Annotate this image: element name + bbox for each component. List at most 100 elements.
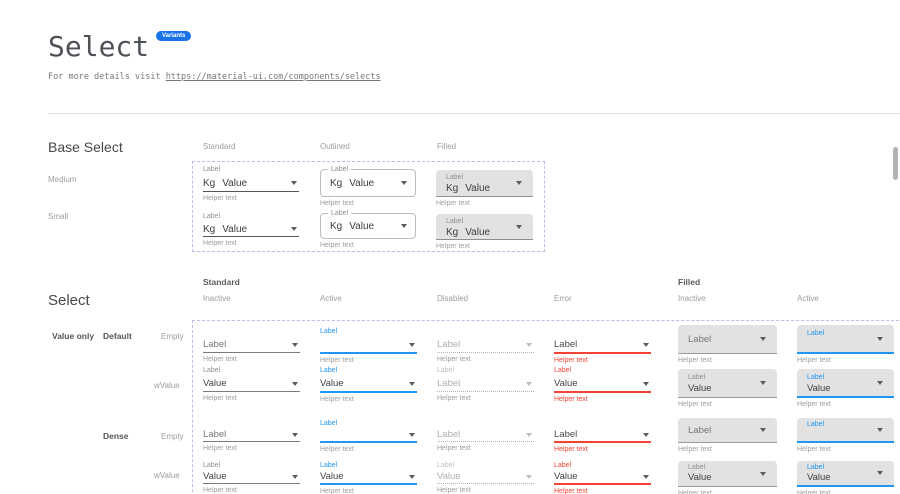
- select-control[interactable]: Value: [320, 376, 417, 391]
- select-control[interactable]: [320, 337, 417, 352]
- select-control[interactable]: Label Kg Value: [320, 209, 416, 239]
- docs-link[interactable]: https://material-ui.com/components/selec…: [165, 72, 381, 82]
- select-cell: Label Helper text: [203, 326, 300, 363]
- select-cell: Label Helper text: [320, 326, 417, 364]
- unit-adornment: Kg: [446, 227, 459, 238]
- select-control[interactable]: Value: [203, 470, 300, 483]
- helper-text: Helper text: [320, 200, 354, 207]
- select-control[interactable]: Label Kg Value: [436, 170, 533, 197]
- select-control[interactable]: Label Value: [678, 461, 777, 487]
- base-select-standard: Label Kg Value Helper text: [203, 211, 299, 247]
- select-underline: [203, 483, 300, 484]
- select-control[interactable]: Value: [320, 470, 417, 483]
- dropdown-arrow-icon: [643, 432, 649, 437]
- select-cell: Label Value Helper text: [203, 461, 300, 494]
- select-control[interactable]: Value: [203, 376, 300, 391]
- select-value: Value: [203, 471, 227, 482]
- dropdown-arrow-icon: [409, 474, 415, 479]
- dropdown-arrow-icon: [526, 381, 532, 386]
- select-control[interactable]: Kg Value: [203, 222, 299, 236]
- select-control[interactable]: Label: [203, 337, 300, 352]
- select-value-row: Value: [688, 383, 755, 394]
- row-value-only: Value only: [52, 331, 95, 341]
- helper-text: Helper text: [320, 488, 354, 494]
- scrollbar-thumb[interactable]: [893, 147, 898, 180]
- dropdown-arrow-icon: [401, 181, 407, 185]
- select-control[interactable]: Label Value: [797, 369, 894, 398]
- select-value: Value: [222, 177, 248, 189]
- helper-text: Helper text: [678, 401, 712, 408]
- dropdown-arrow-icon: [760, 471, 766, 476]
- select-control[interactable]: Label: [437, 428, 534, 441]
- dropdown-arrow-icon: [643, 342, 649, 347]
- select-cell: Label Helper text: [320, 419, 417, 453]
- select-control[interactable]: [320, 428, 417, 441]
- select-control[interactable]: Label: [678, 325, 777, 354]
- select-floating-label: Label: [203, 213, 221, 220]
- select-control[interactable]: Label Value: [678, 369, 777, 398]
- dropdown-arrow-icon: [760, 337, 766, 341]
- subtitle: For more details visit https://material-…: [48, 72, 381, 82]
- select-control[interactable]: Value: [554, 470, 651, 483]
- base-col-standard: Standard: [203, 142, 236, 151]
- select-value: Label: [203, 429, 227, 440]
- select-floating-label: [437, 326, 534, 337]
- variants-badge: Variants: [156, 31, 192, 41]
- select-control[interactable]: Kg Value: [203, 175, 299, 191]
- select-cell: Label Helper text: [203, 419, 300, 452]
- select-value: Value: [688, 472, 712, 483]
- select-control[interactable]: Label: [678, 418, 777, 443]
- helper-text: Helper text: [203, 240, 237, 247]
- helper-text: Helper text: [678, 446, 712, 453]
- select-cell: Label Value Helper text: [554, 365, 651, 403]
- helper-text: Helper text: [320, 396, 354, 403]
- dropdown-arrow-icon: [643, 474, 649, 479]
- dropdown-arrow-icon: [292, 474, 298, 479]
- dropdown-arrow-icon: [760, 428, 766, 432]
- helper-text: Helper text: [437, 356, 471, 363]
- dropdown-arrow-icon: [401, 224, 407, 228]
- select-control[interactable]: Label: [797, 418, 894, 443]
- select-floating-label: Label: [320, 367, 338, 374]
- select-control[interactable]: Value: [437, 470, 534, 483]
- select-value-row: Label: [688, 425, 755, 436]
- select-floating-label: Label: [807, 421, 825, 428]
- dropdown-arrow-icon: [409, 381, 415, 386]
- dropdown-arrow-icon: [291, 181, 297, 185]
- select-control[interactable]: Label Kg Value: [320, 165, 416, 197]
- select-control[interactable]: Label Kg Value: [436, 214, 533, 240]
- select-control[interactable]: Label: [203, 428, 300, 441]
- select-control[interactable]: Label: [437, 376, 534, 391]
- select-value: Value: [688, 383, 712, 394]
- select-underline: [437, 391, 534, 392]
- helper-text: Helper text: [554, 357, 588, 364]
- select-value: Label: [203, 339, 227, 350]
- select-underline: [320, 352, 417, 354]
- row-default-empty: Empty: [161, 332, 184, 341]
- select-floating-label: Label: [437, 462, 455, 469]
- helper-text: Helper text: [554, 488, 588, 494]
- select-control[interactable]: Label: [554, 428, 651, 441]
- col-filled-active: Active: [797, 294, 819, 303]
- base-col-filled: Filled: [437, 142, 457, 151]
- select-grid-outline-box: [192, 320, 900, 494]
- select-cell: Label Helper text: [797, 418, 894, 453]
- base-select-outlined: Label Kg Value Helper text: [320, 209, 416, 249]
- select-control[interactable]: Value: [554, 376, 651, 391]
- select-control[interactable]: Label: [437, 337, 534, 352]
- select-floating-label: [437, 419, 534, 428]
- select-control[interactable]: Label Value: [797, 461, 894, 487]
- base-select-outline-box: [192, 161, 545, 252]
- select-floating-label: Label: [688, 374, 706, 381]
- select-control[interactable]: Label: [554, 337, 651, 352]
- helper-text: Helper text: [437, 487, 471, 494]
- helper-text: Helper text: [320, 446, 354, 453]
- col-standard-active: Active: [320, 294, 342, 303]
- row-dense-empty: Empty: [161, 432, 184, 441]
- select-control[interactable]: Label: [797, 325, 894, 354]
- dropdown-arrow-icon: [292, 342, 298, 347]
- select-cell: Label Value Helper text: [320, 461, 417, 494]
- select-value: Value: [437, 471, 461, 482]
- select-value: Label: [688, 424, 712, 436]
- select-cell: Label Value Helper text: [554, 461, 651, 494]
